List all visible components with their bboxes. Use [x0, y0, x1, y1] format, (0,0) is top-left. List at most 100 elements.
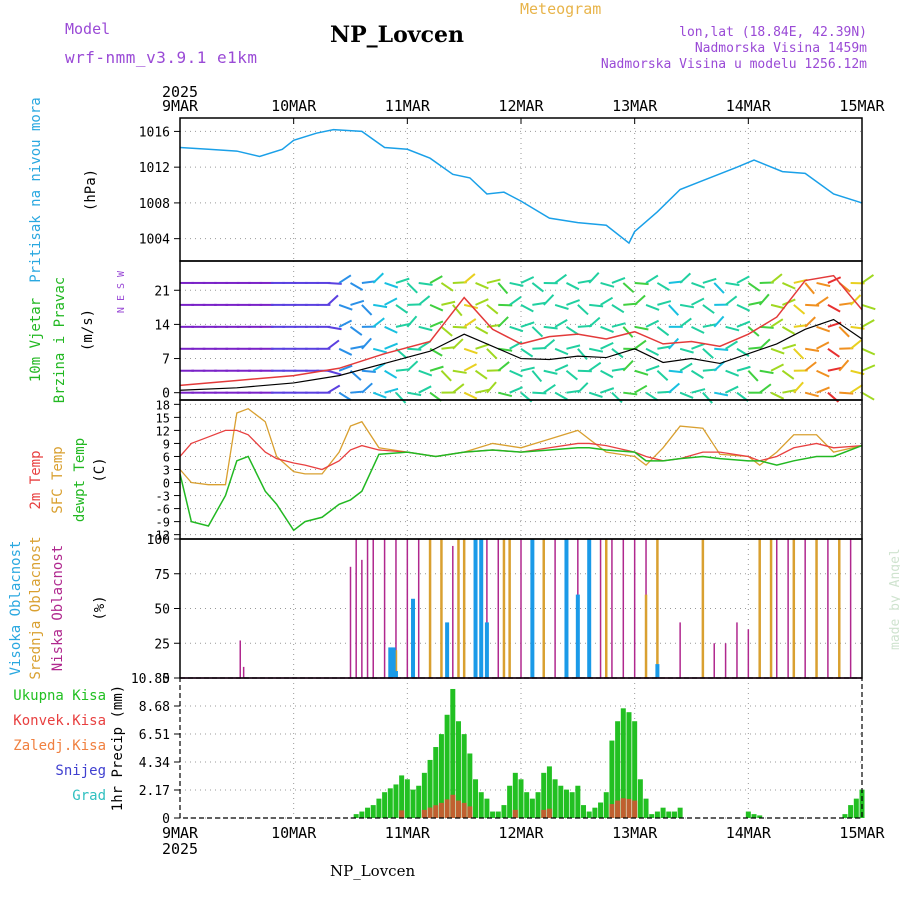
precip-legend-item: Snijeg [55, 763, 106, 779]
wind-barb [725, 340, 739, 350]
wind-barb [327, 325, 342, 331]
wind-barb [827, 276, 842, 284]
wind-barb [668, 304, 680, 316]
cloud-bar [736, 622, 738, 678]
wind-barb [566, 282, 580, 291]
wind-barb [418, 281, 433, 286]
wind-barb [657, 300, 672, 306]
pressure-line [179, 128, 863, 245]
wind-barb [338, 274, 352, 284]
precip-bar [518, 779, 524, 818]
precip-bar [512, 772, 518, 818]
wind-barb [543, 369, 558, 375]
precip-bar [598, 802, 604, 818]
precip-bar [370, 805, 376, 818]
wind-barb [497, 282, 509, 295]
precip-bar [859, 789, 865, 818]
ytick-label-temperature: 18 [156, 398, 170, 412]
wind-barb [418, 385, 432, 394]
time-label-bottom: 13MAR [612, 824, 658, 842]
cloud-bar [622, 539, 625, 678]
cloud-bar [644, 594, 648, 678]
wind-barb [725, 369, 740, 377]
wind-barb [532, 301, 547, 306]
wind-barb [543, 325, 558, 330]
wind-barb [531, 282, 545, 293]
wind-barb [338, 319, 353, 328]
wind-barb [440, 326, 453, 337]
wind-barb [373, 303, 388, 309]
ytick-label-wind: 14 [154, 318, 170, 333]
year-label-top: 2025 [162, 83, 198, 101]
wind-barb [713, 282, 725, 294]
wind-label-2: Brzina i Pravac [52, 277, 68, 403]
wind-barb [327, 281, 342, 285]
wind-barb [497, 316, 509, 328]
wind-direction-key: N E S W [116, 270, 127, 313]
cloud-bar [473, 539, 478, 678]
wind-barb [611, 391, 623, 404]
wind-barb [861, 347, 876, 356]
cloud-bar [747, 629, 750, 678]
wind-barb [839, 391, 854, 395]
ytick-label-precip: 4.34 [139, 756, 170, 771]
precip-bar [467, 753, 473, 818]
wind-barb [361, 337, 372, 350]
wind-barb [861, 303, 876, 311]
pressure-unit: (hPa) [83, 169, 99, 211]
precip-bar [353, 814, 359, 818]
wind-barb [384, 282, 399, 289]
ytick-label-cloud: 100 [147, 533, 170, 548]
wind-barb [850, 384, 863, 394]
cloud-bar [355, 539, 357, 678]
precip-legend-item: Konvek.Kisa [13, 713, 106, 729]
precip-bar [853, 798, 859, 818]
wind-barb [474, 369, 488, 380]
wind-unit: (m/s) [80, 309, 96, 351]
precip-bar [643, 798, 649, 818]
ytick-label-temperature: 15 [156, 411, 170, 425]
wind-barb [509, 369, 523, 378]
precip-bar [609, 740, 615, 818]
wind-barb [463, 318, 477, 328]
wind-barb [805, 303, 820, 307]
wind-barb [327, 369, 342, 376]
cloud-bar [349, 566, 352, 678]
footer-title: NP_Lovcen [330, 862, 416, 880]
wind-barb [429, 320, 444, 328]
wind-barb [406, 315, 418, 328]
wind-barb [827, 304, 841, 313]
wind-barb [600, 325, 614, 334]
wind-barb [418, 369, 433, 377]
cloud-bar [479, 539, 484, 678]
wind-barb [429, 365, 444, 372]
wind-barb [611, 348, 624, 359]
wind-barb [702, 323, 717, 328]
wind-barb [554, 391, 568, 401]
cloud-bar [428, 539, 432, 678]
wind-barb [554, 364, 569, 372]
wind-barb [406, 282, 418, 294]
precip-bar [569, 792, 575, 818]
temp-label-dew: dewpt Temp [72, 438, 88, 522]
wind-barb [520, 347, 534, 358]
wind-barb [770, 318, 784, 328]
wind-barb [804, 316, 816, 328]
precip-conv-bar [626, 798, 632, 818]
precip-bar [757, 815, 763, 818]
precip-bar [455, 721, 461, 818]
cloud-bar [776, 539, 778, 678]
wind-barb [679, 362, 693, 372]
precip-bar [563, 789, 569, 818]
precip-conv-bar [546, 808, 552, 818]
wind-barb [793, 348, 805, 360]
wind-barb [611, 276, 626, 284]
precip-bar [666, 811, 672, 818]
year-label-bottom: 2025 [162, 840, 198, 858]
wind-barb [816, 281, 831, 288]
precip-bar [615, 721, 621, 818]
wind-barb [759, 383, 772, 394]
wind-barb [827, 366, 842, 372]
wind-barb [361, 369, 376, 373]
wind-barb [645, 347, 659, 357]
